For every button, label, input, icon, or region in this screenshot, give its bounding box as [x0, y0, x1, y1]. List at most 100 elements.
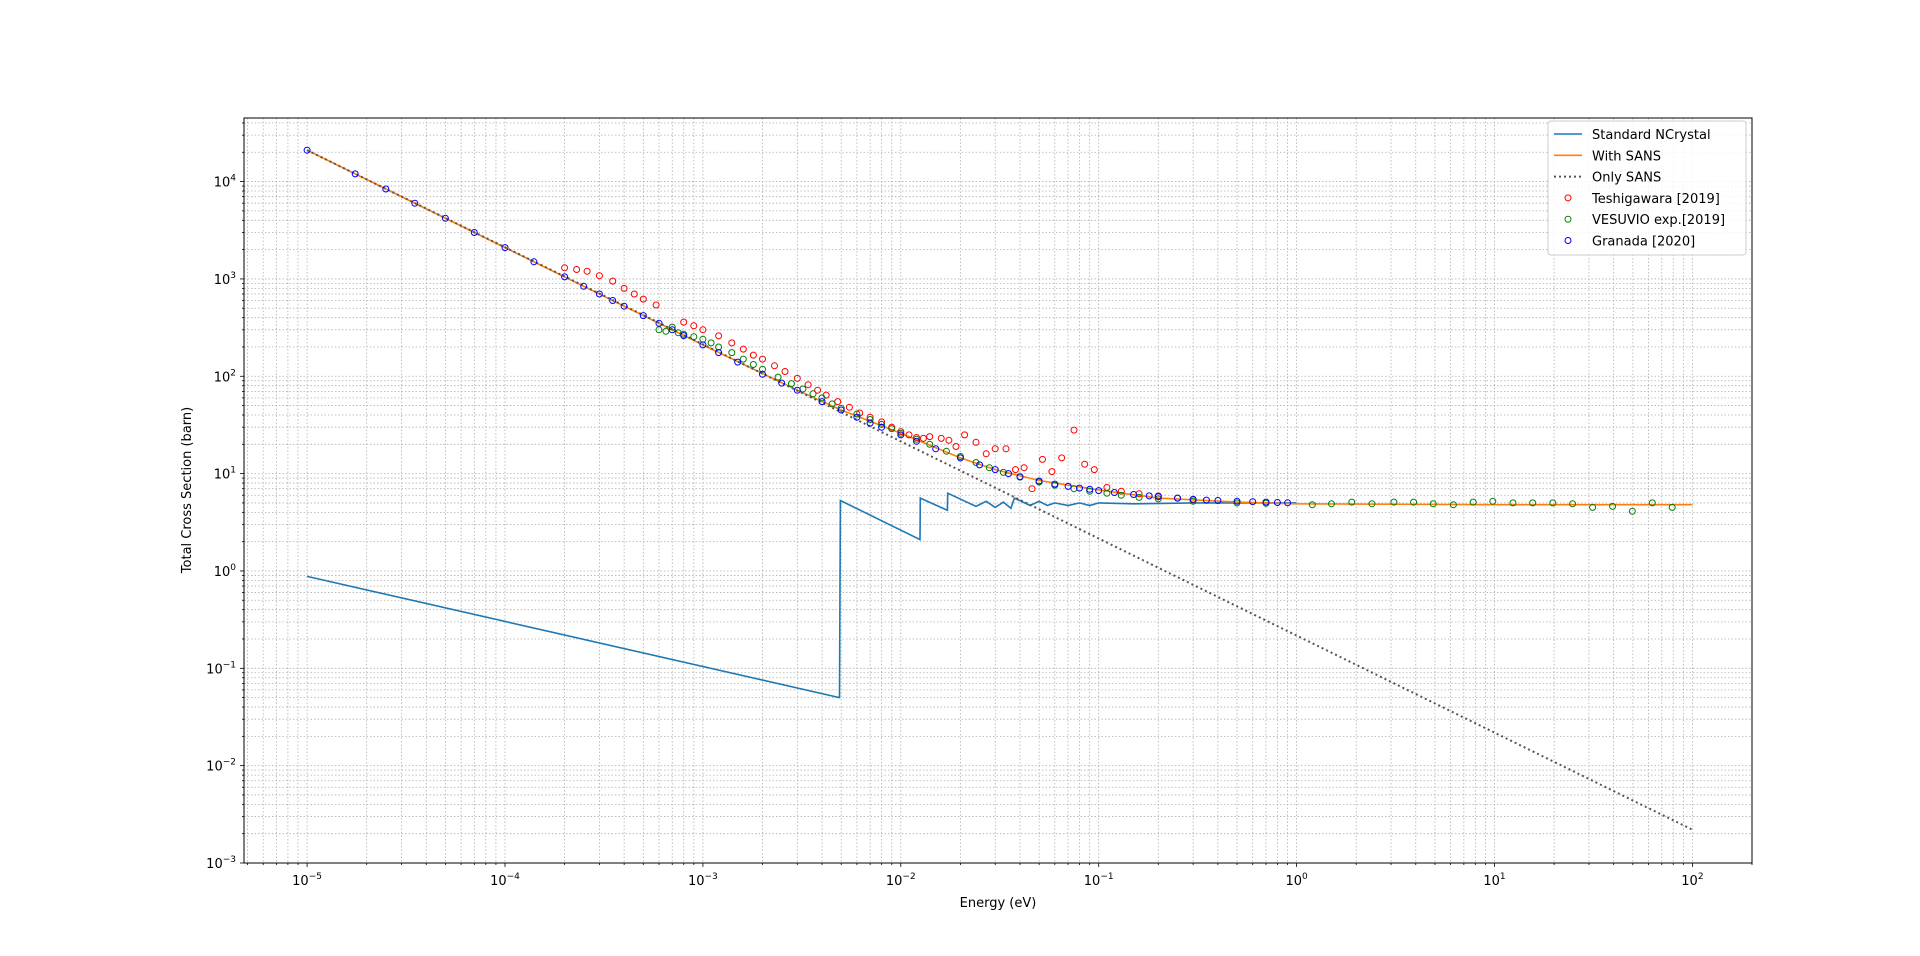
- data-point: [1051, 480, 1059, 488]
- data-point: [818, 398, 826, 406]
- data-point: [1429, 500, 1437, 508]
- data-point: [793, 386, 801, 394]
- data-point: [1020, 464, 1028, 472]
- data-point: [728, 349, 736, 357]
- data-point: [1002, 445, 1010, 453]
- x-axis-ticks: 10−5 10−4 10−3 10−2 10−1 100 101 102: [247, 863, 1753, 889]
- data-point: [1110, 489, 1118, 496]
- y-tick-label: 102: [214, 368, 236, 385]
- y-tick-label: 101: [214, 466, 236, 483]
- data-point: [715, 332, 723, 340]
- legend-entry-label: Standard NCrystal: [1592, 128, 1711, 143]
- data-point: [1086, 487, 1094, 495]
- data-point: [793, 374, 801, 382]
- data-point: [1039, 455, 1046, 463]
- data-point: [1005, 470, 1012, 478]
- data-point: [1117, 491, 1125, 499]
- data-point: [845, 403, 853, 411]
- data-point: [583, 267, 591, 275]
- x-tick-label: 102: [1681, 872, 1703, 889]
- data-point: [561, 273, 569, 281]
- data-point: [771, 362, 778, 370]
- data-point: [1509, 499, 1517, 507]
- data-point: [749, 351, 757, 359]
- data-point: [781, 368, 789, 375]
- x-tick-label: 10−2: [886, 872, 916, 889]
- data-point: [837, 406, 845, 414]
- data-point: [828, 400, 836, 408]
- data-point: [926, 433, 934, 441]
- data-point: [668, 326, 676, 334]
- x-tick-label: 10−3: [688, 872, 718, 889]
- data-point: [945, 436, 953, 444]
- data-point: [655, 319, 663, 327]
- data-point: [759, 355, 766, 363]
- data-point: [1076, 484, 1083, 492]
- data-point: [1145, 492, 1153, 500]
- data-point: [1154, 495, 1162, 503]
- series-line-2: [306, 149, 1693, 831]
- legend-entry-label: Granada [2020]: [1592, 235, 1695, 250]
- data-point: [905, 431, 913, 439]
- data-point: [530, 258, 538, 266]
- data-point: [759, 370, 766, 378]
- data-point: [1202, 496, 1210, 504]
- data-point: [1348, 498, 1356, 506]
- x-tick-label: 100: [1285, 872, 1308, 889]
- data-point: [1070, 426, 1078, 434]
- data-point: [991, 445, 999, 453]
- data-point: [1086, 485, 1094, 493]
- data-point: [699, 341, 707, 349]
- legend-entry-label: With SANS: [1592, 149, 1661, 164]
- data-point: [878, 423, 886, 431]
- data-point: [818, 394, 826, 402]
- data-point: [1064, 482, 1072, 490]
- data-point: [580, 282, 588, 290]
- data-point: [1308, 501, 1316, 509]
- x-tick-label: 10−1: [1084, 872, 1114, 889]
- data-point: [1103, 489, 1111, 497]
- data-point: [303, 146, 311, 154]
- data-point: [470, 229, 478, 236]
- data-point: [1095, 487, 1103, 495]
- data-point: [1609, 502, 1617, 510]
- data-point: [888, 425, 896, 433]
- data-point: [739, 345, 747, 353]
- data-point: [999, 468, 1007, 476]
- series-markers: [303, 146, 1676, 515]
- data-point: [1390, 498, 1398, 506]
- data-point: [952, 443, 960, 450]
- major-grid: [244, 118, 1752, 864]
- x-tick-label: 10−4: [490, 872, 520, 889]
- data-point: [501, 244, 509, 252]
- data-point: [1028, 485, 1036, 493]
- data-point: [1174, 494, 1181, 502]
- data-point: [630, 290, 638, 298]
- data-point: [739, 355, 747, 363]
- data-point: [809, 390, 817, 398]
- data-point: [749, 361, 757, 368]
- data-point: [609, 277, 617, 285]
- legend-swatch-marker: [1564, 237, 1572, 244]
- data-point: [1668, 503, 1676, 511]
- data-point: [715, 349, 723, 357]
- y-axis-label: Total Cross Section (barn): [180, 407, 195, 574]
- data-point: [1569, 500, 1577, 508]
- data-point: [976, 461, 984, 469]
- data-point: [919, 434, 927, 442]
- data-point: [942, 447, 950, 455]
- minor-grid: [244, 118, 1753, 863]
- y-tick-label: 100: [214, 563, 237, 580]
- data-point: [1469, 498, 1477, 506]
- y-tick-label: 10−2: [206, 758, 236, 775]
- data-point: [620, 302, 628, 310]
- data-point: [351, 170, 359, 178]
- data-point: [690, 333, 698, 341]
- data-point: [707, 339, 715, 347]
- data-point: [759, 365, 766, 373]
- data-point: [878, 420, 886, 428]
- data-point: [1449, 501, 1457, 509]
- data-point: [774, 373, 782, 381]
- series-line-0: [306, 491, 1297, 699]
- series-line-1: [306, 149, 1693, 506]
